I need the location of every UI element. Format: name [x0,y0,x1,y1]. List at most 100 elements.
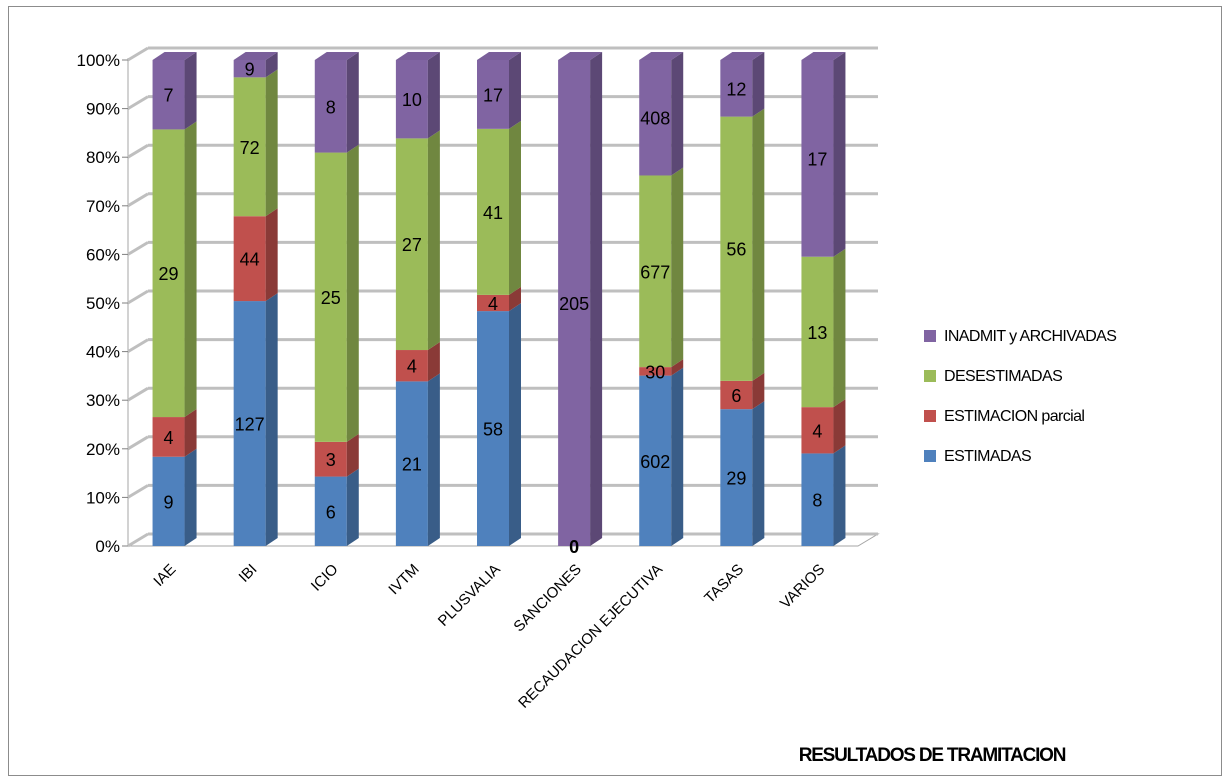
x-tick-label: TASAS [701,561,747,607]
bar-segment-side [671,52,684,176]
data-label: 408 [640,109,670,129]
bar-top [233,52,278,60]
data-label: 17 [483,85,503,105]
bar-segment [152,60,185,130]
bar-segment-side [184,409,197,457]
bar-segment-side [509,303,521,546]
bar-segment [233,60,266,78]
data-label: 12 [726,79,746,99]
bar-segment-side [833,52,846,257]
data-label: 44 [240,250,260,270]
bar-segment [395,381,428,546]
x-tick-label: ICIO [308,561,342,595]
bar-segment-side [833,248,846,408]
bar-segment [801,407,834,454]
gridline-depth [127,338,149,353]
chart-footer-label: RESULTADOS DE TRAMITACION [799,745,1066,766]
data-label: 9 [164,492,174,512]
gridline-depth [127,386,149,402]
bar-segment-side [346,144,359,442]
bar-segment-side [752,401,765,546]
y-tick-label: 40% [86,343,120,362]
data-label: 7 [164,86,174,106]
data-label: 27 [402,235,422,255]
y-tick-label: 90% [86,100,120,119]
legend-swatch [924,370,936,382]
data-label: 56 [726,240,746,260]
bar-segment-side [671,167,684,368]
gridline-depth [127,435,149,451]
y-tick-label: 20% [86,440,120,459]
y-tick-label: 50% [86,294,120,313]
legend-label: ESTIMACION parcial [944,408,1084,425]
gridline-depth [127,143,149,159]
x-tick-label: VARIOS [777,561,828,612]
x-tick-label: RECAUDACION EJECUTIVA [515,561,666,712]
bar-segment [233,301,266,546]
bar-top [477,52,521,60]
legend-swatch [924,410,936,422]
bar-segment-side [346,52,359,153]
bar-segment-side [184,121,197,418]
bar-segment [233,216,266,302]
bar-segment [152,129,185,418]
bar-segment [720,380,753,410]
bar-segment-side [752,372,765,410]
x-tick-label: IVTM [385,561,422,598]
bar-segment-side [427,373,440,546]
gridline-depth [127,95,149,110]
data-label: 677 [640,262,670,282]
bar-segment [639,375,672,546]
x-tick-label: IAE [150,561,179,590]
bar-segment-side [427,52,440,139]
y-tick-label: 0% [95,537,120,556]
bar-segment-side [265,69,278,217]
gridline-depth [127,532,149,548]
bar-segment [152,456,185,546]
bar-segment [314,476,347,546]
bar-segment-side [184,52,197,130]
data-label: 0 [569,537,579,557]
data-label: 127 [235,415,265,435]
bar-segment [801,60,834,257]
data-label: 205 [559,294,589,314]
bar-segment-side [833,445,846,546]
data-label: 21 [402,455,422,475]
y-tick-label: 60% [86,245,120,264]
x-tick-label: PLUSVALIA [435,561,504,630]
bar-segment [477,294,509,312]
bar-segment [639,175,672,368]
bar-segment [558,60,591,546]
legend-label: ESTIMADAS [944,448,1031,465]
gridline-depth [127,192,149,208]
data-label: 41 [483,203,503,223]
bar-segment [639,367,672,376]
bar-segment-side [752,108,765,381]
bar-segment [720,60,753,117]
data-label: 4 [488,294,498,314]
data-label: 72 [240,138,260,158]
y-tick-label: 100% [77,51,120,70]
data-label: 29 [159,264,179,284]
bar-segment-side [509,52,521,129]
bar-segment-side [265,208,278,302]
data-label: 25 [321,288,341,308]
bar-segment-side [184,448,197,546]
bar-top [720,52,765,60]
bar-segment [314,152,347,442]
bar-segment [395,138,428,351]
bars [152,52,846,546]
data-label: 4 [164,428,174,448]
y-tick-label: 70% [86,197,120,216]
bar-segment-side [427,342,440,382]
x-tick-label: IBI [236,561,261,586]
bar-segment-side [265,52,278,78]
bar-segment [395,350,428,382]
data-label: 8 [812,491,822,511]
bar-segment [395,60,428,139]
bar-segment-side [671,359,684,376]
y-tick-label: 80% [86,148,120,167]
legend-label: INADMIT y ARCHIVADAS [944,328,1116,345]
